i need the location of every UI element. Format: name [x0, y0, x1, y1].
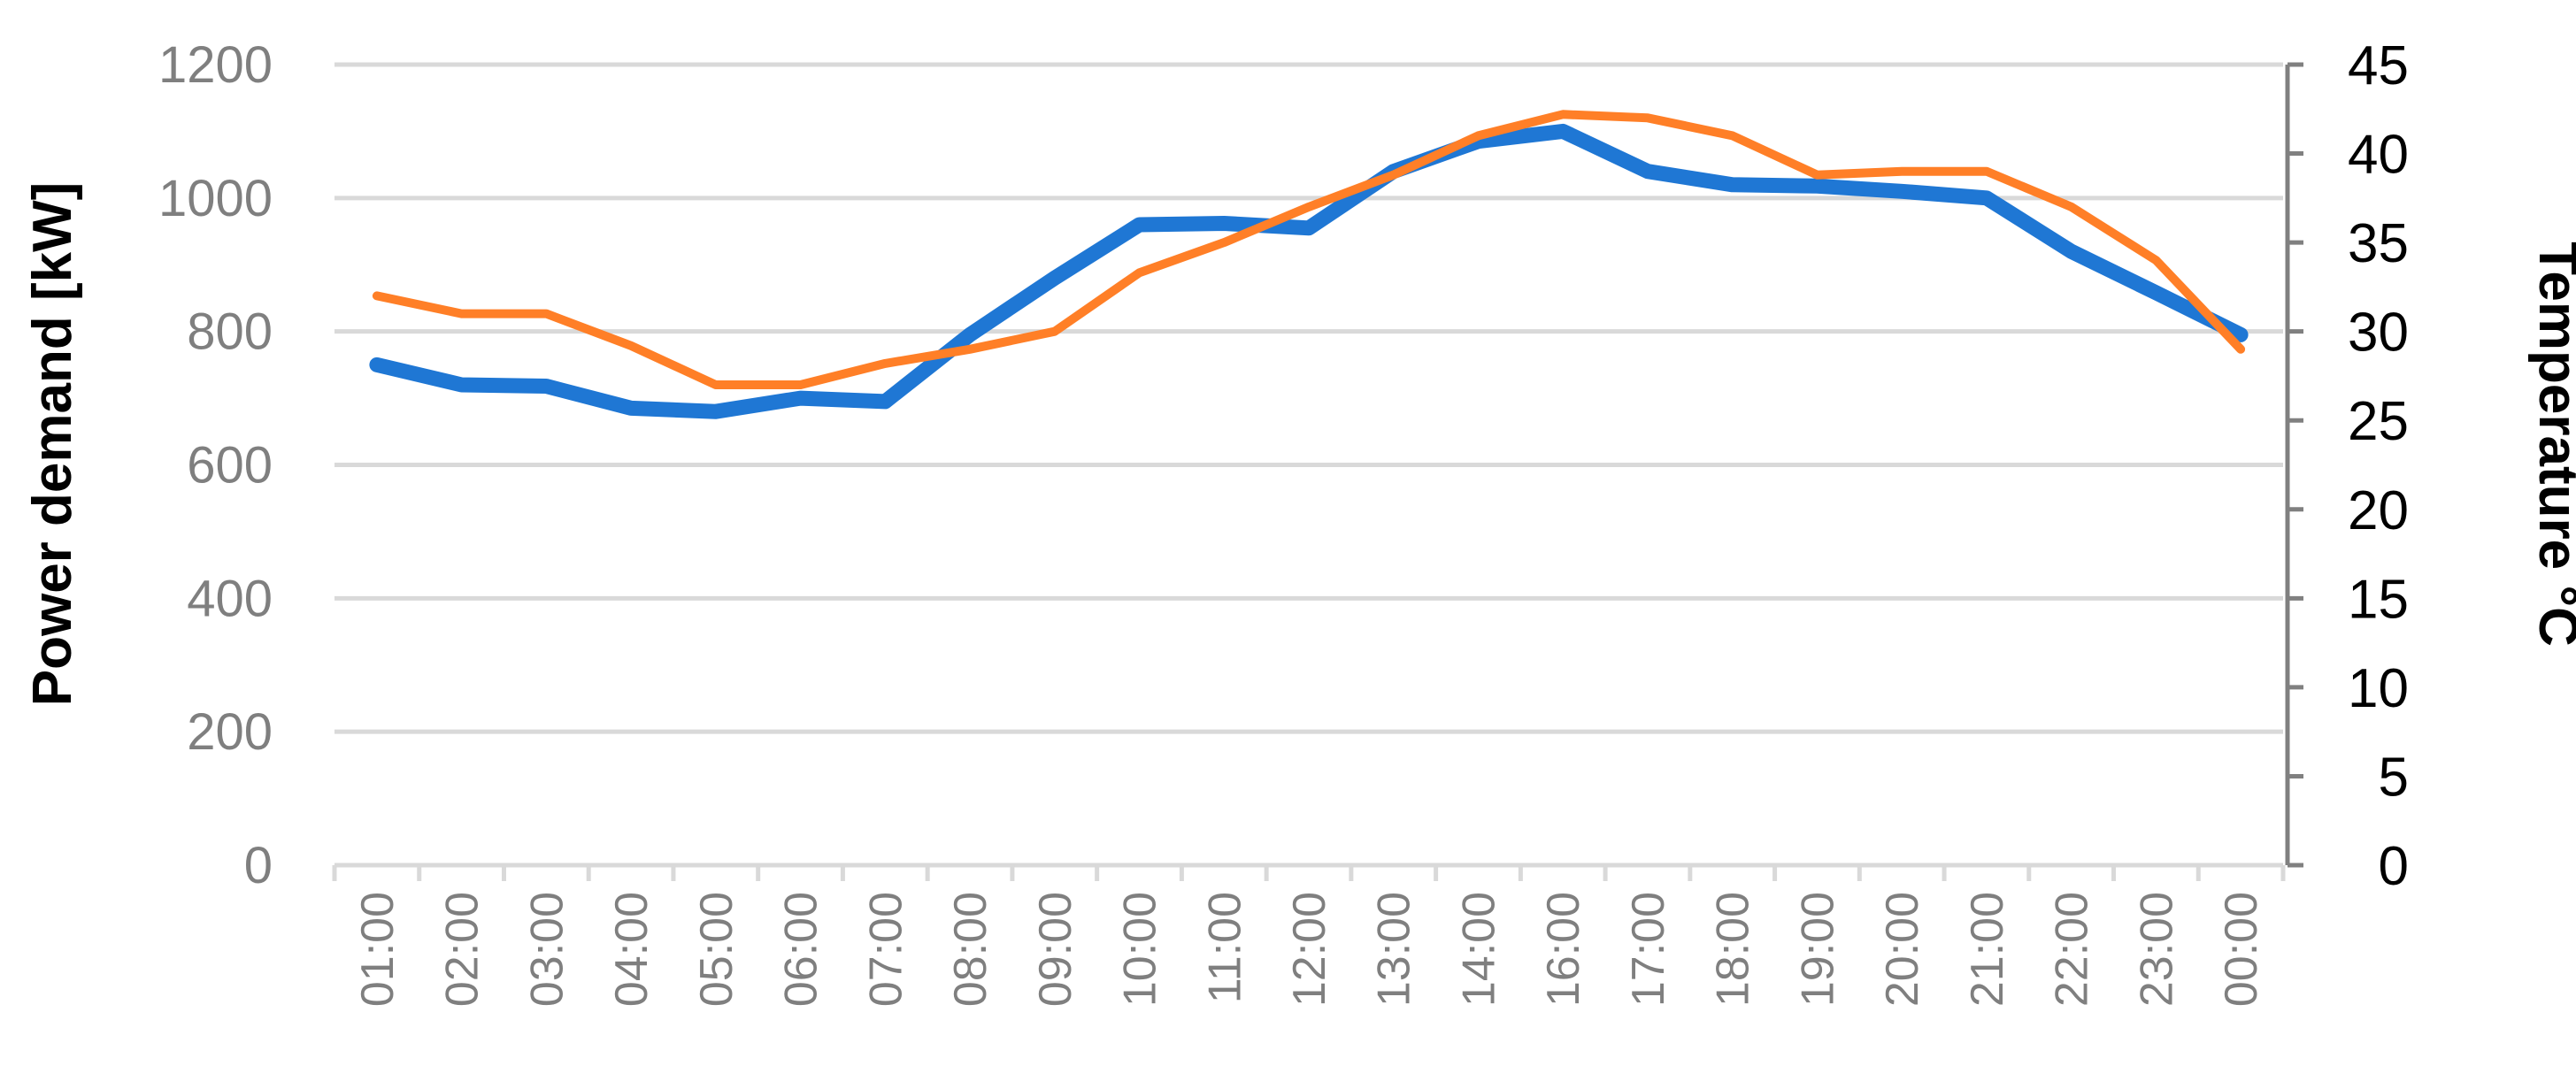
x-tick-label: 01:00 — [352, 892, 404, 1007]
y2-tick-label: 25 — [2348, 391, 2409, 452]
x-tick-label: 07:00 — [860, 892, 911, 1007]
y2-tick-label: 10 — [2348, 658, 2409, 719]
x-tick-label: 09:00 — [1030, 892, 1081, 1007]
y-tick-label: 600 — [187, 437, 273, 495]
x-tick-label: 06:00 — [776, 892, 827, 1007]
y-tick-label: 1000 — [158, 170, 273, 227]
x-tick-label: 20:00 — [1877, 892, 1928, 1007]
tick-labels: 0 200 400 600 800 1000 1200 0 5 10 15 20 25 30 35 40 45 0… — [158, 35, 2409, 1007]
y-tick-label: 0 — [244, 837, 273, 894]
y2-tick-label: 15 — [2348, 569, 2409, 630]
y2-tick-label: 30 — [2348, 303, 2409, 364]
y-tick-label: 200 — [187, 703, 273, 761]
x-tick-label: 04:00 — [606, 892, 657, 1007]
axes — [332, 62, 2303, 881]
y2-tick-label: 40 — [2348, 125, 2409, 186]
x-tick-label: 13:00 — [1369, 892, 1420, 1007]
y2-tick-label: 5 — [2379, 747, 2409, 808]
x-tick-label: 12:00 — [1284, 892, 1335, 1007]
x-tick-label: 10:00 — [1115, 892, 1166, 1007]
x-tick-label: 17:00 — [1623, 892, 1674, 1007]
x-tick-label: 16:00 — [1538, 892, 1589, 1007]
x-tick-label: 05:00 — [691, 892, 742, 1007]
x-tick-label: 14:00 — [1453, 892, 1504, 1007]
y2-tick-label: 35 — [2348, 213, 2409, 274]
temperature-series-line — [372, 110, 2246, 389]
x-tick-label: 02:00 — [437, 892, 488, 1007]
x-tick-label: 08:00 — [945, 892, 996, 1007]
y-axis-title: Power demand [kW] — [22, 182, 83, 707]
x-tick-label: 23:00 — [2131, 892, 2182, 1007]
x-tick-label: 22:00 — [2047, 892, 2098, 1007]
y2-tick-label: 45 — [2348, 35, 2409, 96]
x-tick-label: 03:00 — [521, 892, 573, 1007]
gridlines — [334, 62, 2283, 868]
series-lines — [369, 110, 2249, 419]
x-tick-label: 11:00 — [1199, 892, 1250, 1003]
y-tick-label: 1200 — [158, 36, 273, 94]
x-tick-label: 19:00 — [1792, 892, 1843, 1007]
x-tick-label: 00:00 — [2216, 892, 2267, 1007]
power-demand-series-line — [369, 123, 2249, 419]
y2-axis-title: Temperature °C — [2527, 242, 2576, 647]
x-tick-label: 18:00 — [1708, 892, 1759, 1007]
y2-tick-label: 0 — [2379, 836, 2409, 897]
y-tick-label: 800 — [187, 303, 273, 361]
x-tick-label: 21:00 — [1962, 892, 2013, 1007]
y-tick-label: 400 — [187, 570, 273, 627]
y2-tick-label: 20 — [2348, 480, 2409, 541]
